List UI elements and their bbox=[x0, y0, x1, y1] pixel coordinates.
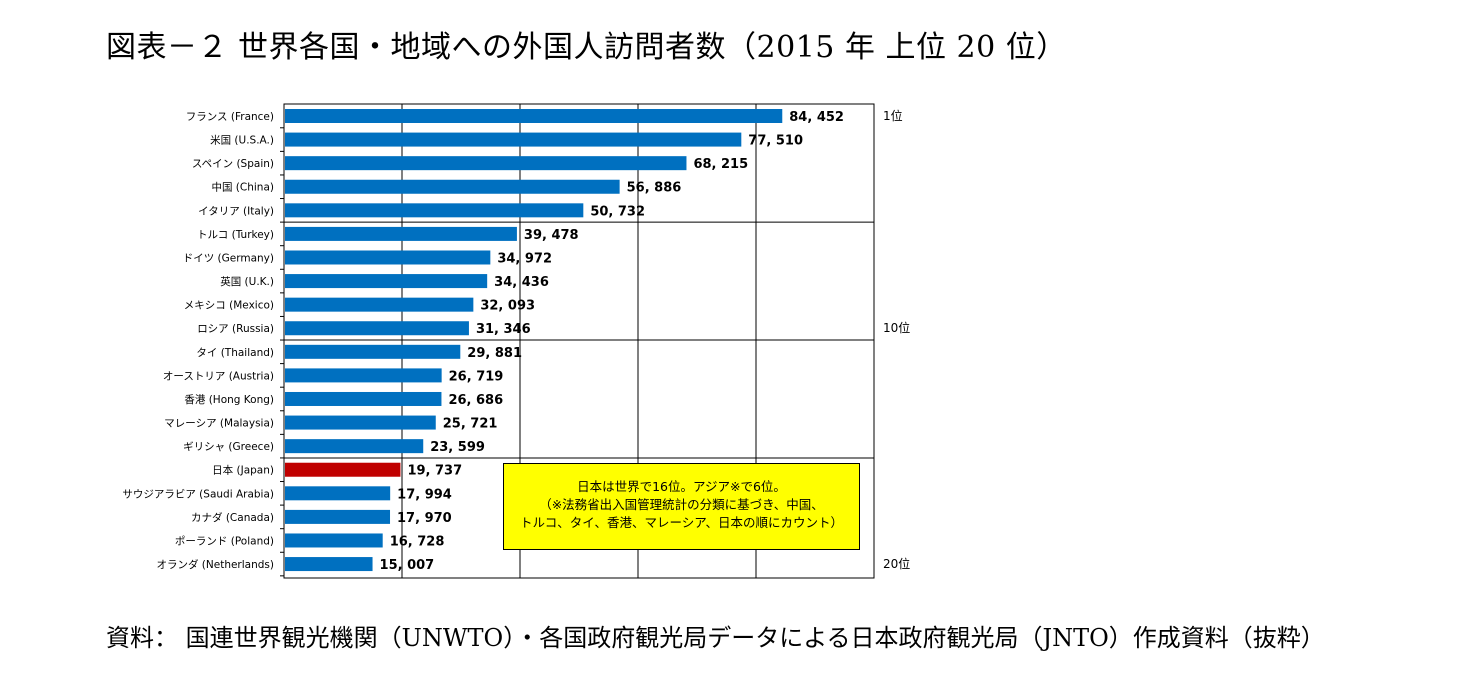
value-label: 19, 737 bbox=[407, 464, 462, 479]
note-box: 日本は世界で16位。アジア※で6位。 （※法務省出入国管理統計の分類に基づき、中… bbox=[503, 463, 860, 550]
value-label: 39, 478 bbox=[524, 228, 579, 243]
category-label: マレーシア (Malaysia) bbox=[164, 418, 274, 430]
source-caption: 資料： 国連世界観光機関（UNWTO）・各国政府観光局データによる日本政府観光局… bbox=[106, 624, 1325, 652]
bar bbox=[285, 344, 461, 359]
category-label: フランス (France) bbox=[186, 111, 274, 123]
bar bbox=[285, 156, 687, 171]
category-label: トルコ (Turkey) bbox=[197, 229, 274, 241]
value-label: 16, 728 bbox=[390, 534, 445, 549]
rank-marker: 20位 bbox=[883, 556, 910, 571]
value-label: 50, 732 bbox=[590, 204, 645, 219]
value-label: 23, 599 bbox=[430, 440, 485, 455]
note-line: （※法務省出入国管理統計の分類に基づき、中国、 bbox=[539, 497, 824, 512]
category-label: オーストリア (Austria) bbox=[163, 370, 274, 382]
bar bbox=[285, 439, 424, 454]
category-label: ポーランド (Poland) bbox=[175, 535, 274, 547]
category-label: ドイツ (Germany) bbox=[183, 252, 274, 264]
category-label: 英国 (U.K.) bbox=[220, 275, 274, 288]
bar bbox=[285, 250, 491, 265]
category-label: ロシア (Russia) bbox=[197, 323, 274, 335]
category-label: カナダ (Canada) bbox=[191, 511, 274, 524]
category-label: タイ (Thailand) bbox=[196, 347, 274, 359]
category-label: ギリシャ (Greece) bbox=[183, 441, 274, 453]
value-label: 77, 510 bbox=[748, 134, 803, 149]
bar bbox=[285, 179, 620, 194]
note-line: トルコ、タイ、香港、マレーシア、日本の順にカウント） bbox=[519, 515, 843, 530]
bar bbox=[285, 226, 517, 241]
category-label: イタリア (Italy) bbox=[198, 205, 274, 217]
value-label: 17, 970 bbox=[397, 511, 452, 526]
category-label: 日本 (Japan) bbox=[212, 464, 274, 477]
category-label: 中国 (China) bbox=[211, 181, 274, 194]
value-label: 29, 881 bbox=[467, 346, 522, 361]
bar bbox=[285, 486, 391, 501]
bar bbox=[285, 533, 383, 548]
bar bbox=[285, 462, 401, 477]
bar bbox=[285, 557, 373, 572]
bar bbox=[285, 415, 436, 430]
bar bbox=[285, 297, 474, 312]
bar bbox=[285, 132, 742, 147]
value-label: 68, 215 bbox=[693, 157, 748, 172]
note-line: 日本は世界で16位。アジア※で6位。 bbox=[577, 479, 786, 494]
value-label: 56, 886 bbox=[627, 181, 682, 196]
value-label: 34, 436 bbox=[494, 275, 549, 290]
rank-marker: 10位 bbox=[883, 320, 910, 335]
plot-frame bbox=[283, 103, 875, 579]
category-label: メキシコ (Mexico) bbox=[184, 300, 274, 312]
value-label: 32, 093 bbox=[480, 299, 535, 314]
bar bbox=[285, 203, 584, 218]
bar bbox=[285, 321, 469, 336]
value-label: 34, 972 bbox=[497, 251, 552, 266]
value-label: 31, 346 bbox=[476, 322, 531, 337]
bar bbox=[285, 368, 442, 383]
bar bbox=[285, 109, 783, 123]
value-label: 26, 719 bbox=[449, 369, 504, 384]
page-title: 図表－２ 世界各国・地域への外国人訪問者数（2015 年 上位 20 位） bbox=[106, 30, 1067, 65]
chart-bars bbox=[285, 109, 783, 572]
bar bbox=[285, 274, 488, 289]
value-label: 25, 721 bbox=[443, 417, 498, 432]
category-label: オランダ (Netherlands) bbox=[156, 558, 274, 571]
bar bbox=[285, 509, 391, 524]
category-label: サウジアラビア (Saudi Arabia) bbox=[122, 488, 274, 500]
value-label: 84, 452 bbox=[789, 110, 844, 125]
value-label: 26, 686 bbox=[448, 393, 503, 408]
value-label: 15, 007 bbox=[380, 558, 435, 573]
bar bbox=[285, 391, 442, 406]
category-label: スペイン (Spain) bbox=[192, 158, 274, 170]
category-label: 香港 (Hong Kong) bbox=[184, 394, 274, 406]
rank-marker: 1位 bbox=[883, 108, 903, 123]
value-label: 17, 994 bbox=[397, 487, 452, 502]
category-label: 米国 (U.S.A.) bbox=[210, 134, 274, 147]
chart-labels: フランス (France) 84, 452 米国 (U.S.A.) 77, 510 スペ… bbox=[122, 108, 910, 573]
